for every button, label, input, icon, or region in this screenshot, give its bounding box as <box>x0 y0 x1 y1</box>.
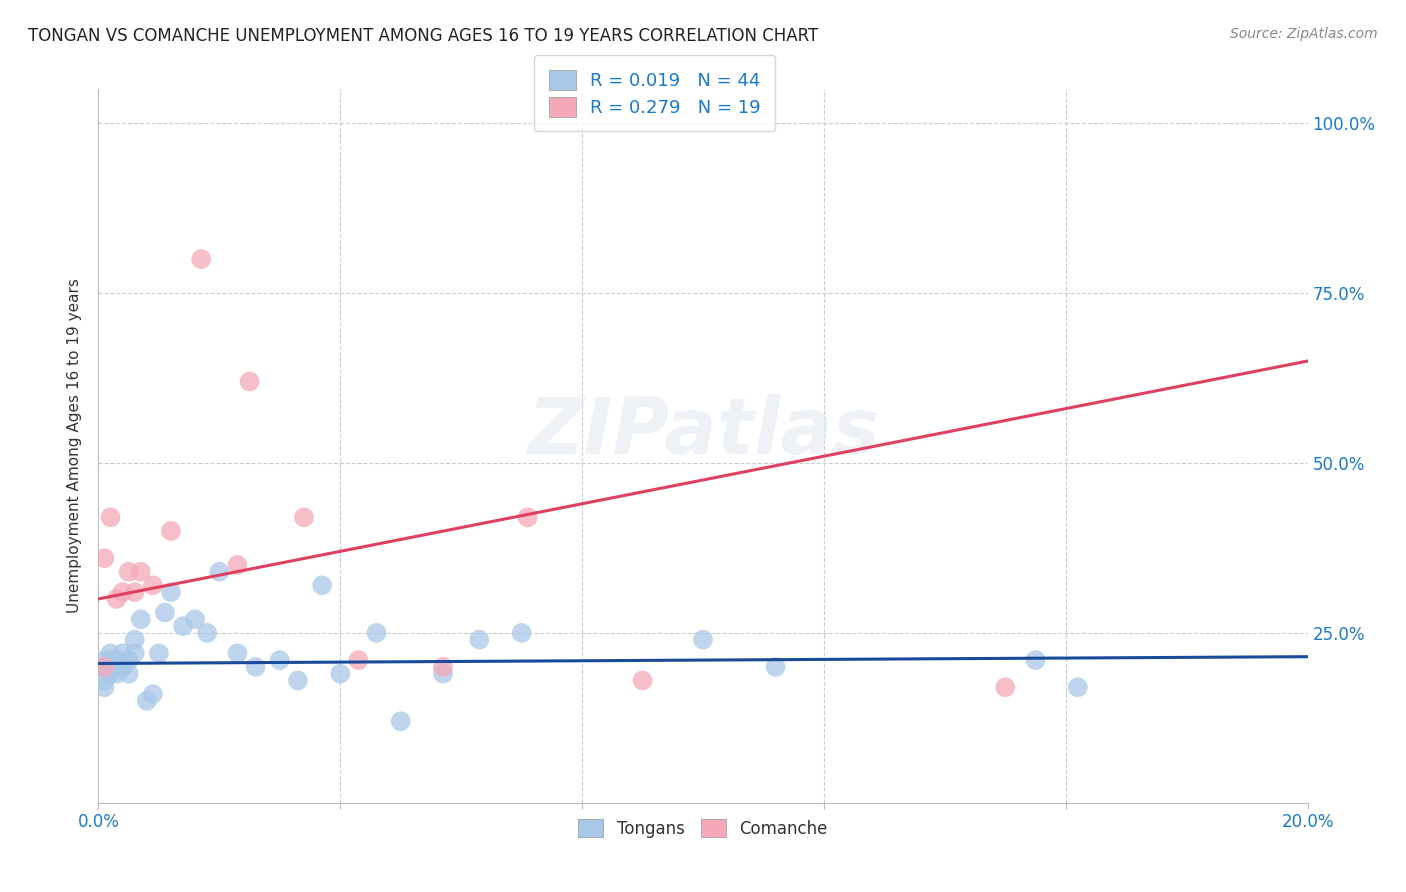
Point <box>93 673 115 688</box>
Point <box>468 632 491 647</box>
Point <box>142 687 165 701</box>
Point <box>765 660 787 674</box>
Point <box>226 558 249 572</box>
Point <box>239 375 262 389</box>
Point <box>160 585 183 599</box>
Point <box>160 524 183 538</box>
Point <box>100 646 122 660</box>
Point <box>311 578 333 592</box>
Point <box>100 510 122 524</box>
Point <box>347 653 370 667</box>
Point <box>631 673 654 688</box>
Point <box>129 565 152 579</box>
Point <box>111 660 134 674</box>
Point <box>105 666 128 681</box>
Text: Source: ZipAtlas.com: Source: ZipAtlas.com <box>1230 27 1378 41</box>
Point <box>329 666 352 681</box>
Point <box>118 565 141 579</box>
Point <box>994 680 1017 694</box>
Point <box>118 653 141 667</box>
Point <box>366 626 388 640</box>
Point <box>510 626 533 640</box>
Point <box>245 660 267 674</box>
Point <box>1024 653 1046 667</box>
Point <box>516 510 538 524</box>
Point <box>129 612 152 626</box>
Text: TONGAN VS COMANCHE UNEMPLOYMENT AMONG AGES 16 TO 19 YEARS CORRELATION CHART: TONGAN VS COMANCHE UNEMPLOYMENT AMONG AG… <box>28 27 818 45</box>
Point <box>124 632 146 647</box>
Point <box>226 646 249 660</box>
Point <box>111 660 134 674</box>
Point <box>292 510 315 524</box>
Point <box>93 660 115 674</box>
Point <box>142 578 165 592</box>
Point <box>135 694 157 708</box>
Point <box>153 606 176 620</box>
Point <box>287 673 309 688</box>
Point <box>432 660 454 674</box>
Point <box>100 660 122 674</box>
Y-axis label: Unemployment Among Ages 16 to 19 years: Unemployment Among Ages 16 to 19 years <box>67 278 83 614</box>
Point <box>93 660 115 674</box>
Point <box>93 653 115 667</box>
Point <box>105 653 128 667</box>
Point <box>111 585 134 599</box>
Point <box>195 626 218 640</box>
Point <box>93 551 115 566</box>
Point <box>269 653 291 667</box>
Point <box>93 680 115 694</box>
Point <box>148 646 170 660</box>
Point <box>432 666 454 681</box>
Legend: Tongans, Comanche: Tongans, Comanche <box>572 813 834 845</box>
Point <box>692 632 714 647</box>
Point <box>100 666 122 681</box>
Point <box>111 646 134 660</box>
Point <box>93 660 115 674</box>
Point <box>1067 680 1090 694</box>
Point <box>124 646 146 660</box>
Point <box>105 591 128 606</box>
Point <box>184 612 207 626</box>
Point <box>190 252 212 266</box>
Point <box>118 666 141 681</box>
Text: ZIPatlas: ZIPatlas <box>527 393 879 470</box>
Point <box>100 653 122 667</box>
Point <box>105 660 128 674</box>
Point <box>389 714 412 729</box>
Point <box>124 585 146 599</box>
Point <box>172 619 194 633</box>
Point <box>208 565 231 579</box>
